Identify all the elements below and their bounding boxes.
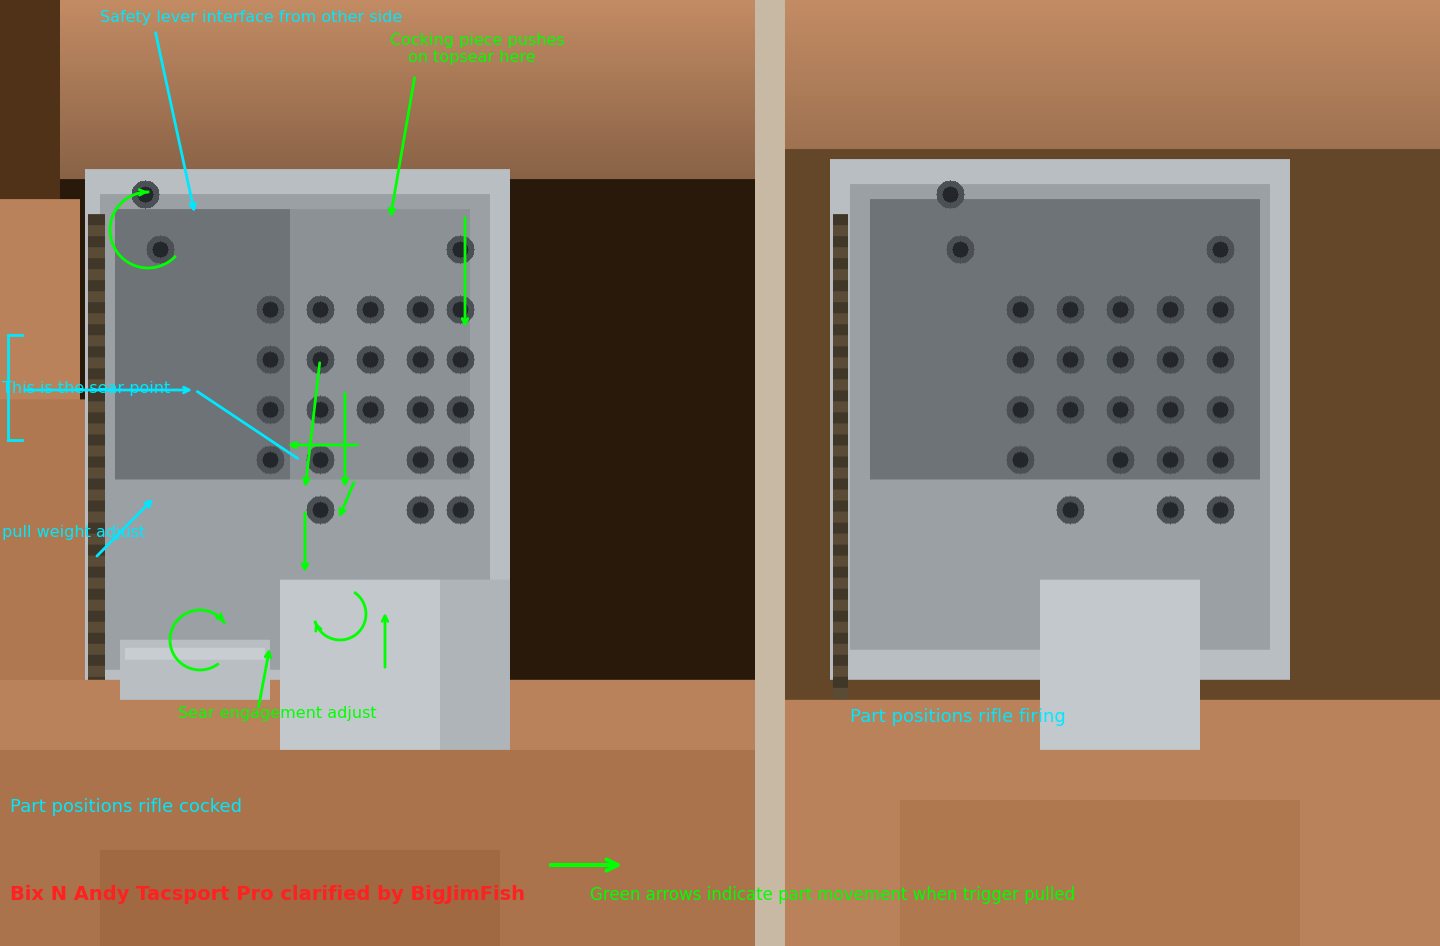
Text: Part positions rifle cocked: Part positions rifle cocked (10, 798, 242, 816)
Text: Sear engagement adjust: Sear engagement adjust (179, 706, 377, 721)
Text: This is the sear point: This is the sear point (1, 381, 170, 396)
Text: pull weight adjust: pull weight adjust (1, 525, 145, 540)
Text: Cocking piece pushes: Cocking piece pushes (390, 33, 564, 48)
Text: Green arrows indicate part movement when trigger pulled: Green arrows indicate part movement when… (590, 886, 1076, 904)
Text: Safety lever interface from other side: Safety lever interface from other side (99, 10, 402, 25)
Text: Bix N Andy Tacsport Pro clarified by BigJimFish: Bix N Andy Tacsport Pro clarified by Big… (10, 885, 526, 904)
Text: Part positions rifle firing: Part positions rifle firing (850, 708, 1066, 726)
Text: on topsear here: on topsear here (408, 50, 536, 65)
